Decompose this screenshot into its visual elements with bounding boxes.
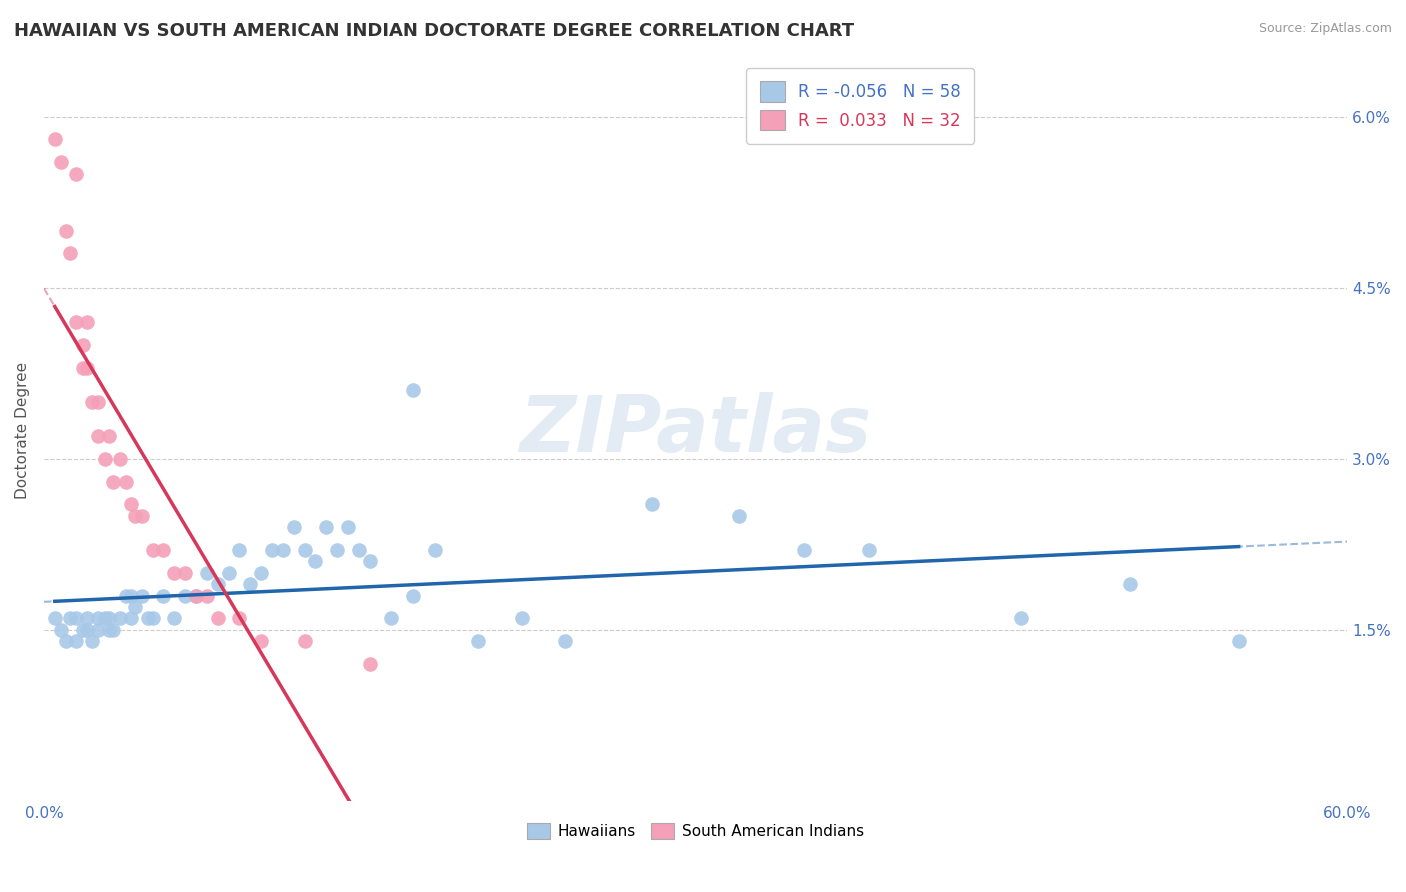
Point — [65, 611, 87, 625]
Point — [87, 611, 110, 625]
Point — [44, 611, 66, 625]
Point — [76, 623, 98, 637]
Point — [87, 429, 110, 443]
Point — [195, 566, 218, 580]
Point — [141, 611, 163, 625]
Point — [108, 451, 131, 466]
Point — [120, 611, 142, 625]
Point — [218, 566, 240, 580]
Point — [250, 634, 273, 648]
Point — [120, 589, 142, 603]
Point — [124, 600, 146, 615]
Point — [174, 566, 197, 580]
Point — [423, 543, 446, 558]
Point — [793, 543, 815, 558]
Point — [80, 634, 103, 648]
Point — [65, 315, 87, 329]
Point — [250, 566, 273, 580]
Point — [1010, 611, 1032, 625]
Point — [136, 611, 159, 625]
Point — [55, 634, 77, 648]
Point — [87, 623, 110, 637]
Point — [641, 497, 664, 511]
Point — [120, 497, 142, 511]
Point — [115, 475, 138, 489]
Point — [55, 224, 77, 238]
Point — [294, 634, 316, 648]
Point — [239, 577, 262, 591]
Point — [51, 623, 73, 637]
Point — [65, 167, 87, 181]
Point — [337, 520, 360, 534]
Point — [228, 611, 250, 625]
Point — [76, 611, 98, 625]
Point — [184, 589, 207, 603]
Point — [380, 611, 402, 625]
Point — [195, 589, 218, 603]
Point — [98, 429, 121, 443]
Point — [93, 611, 115, 625]
Point — [163, 611, 186, 625]
Text: Source: ZipAtlas.com: Source: ZipAtlas.com — [1258, 22, 1392, 36]
Point — [103, 623, 125, 637]
Legend: Hawaiians, South American Indians: Hawaiians, South American Indians — [522, 817, 870, 845]
Point — [304, 554, 326, 568]
Point — [141, 543, 163, 558]
Point — [402, 384, 425, 398]
Point — [87, 394, 110, 409]
Point — [152, 543, 174, 558]
Point — [131, 508, 153, 523]
Point — [124, 508, 146, 523]
Point — [1227, 634, 1250, 648]
Point — [228, 543, 250, 558]
Point — [98, 623, 121, 637]
Text: HAWAIIAN VS SOUTH AMERICAN INDIAN DOCTORATE DEGREE CORRELATION CHART: HAWAIIAN VS SOUTH AMERICAN INDIAN DOCTOR… — [14, 22, 855, 40]
Point — [44, 132, 66, 146]
Point — [98, 611, 121, 625]
Point — [174, 589, 197, 603]
Point — [283, 520, 305, 534]
Point — [76, 360, 98, 375]
Point — [131, 589, 153, 603]
Point — [359, 554, 381, 568]
Point — [467, 634, 489, 648]
Text: ZIPatlas: ZIPatlas — [519, 392, 872, 468]
Point — [59, 611, 82, 625]
Point — [184, 589, 207, 603]
Y-axis label: Doctorate Degree: Doctorate Degree — [15, 361, 30, 499]
Point — [72, 337, 94, 351]
Point — [80, 394, 103, 409]
Point — [260, 543, 283, 558]
Point — [207, 577, 229, 591]
Point — [347, 543, 370, 558]
Point — [72, 360, 94, 375]
Point — [402, 589, 425, 603]
Point — [294, 543, 316, 558]
Point — [858, 543, 880, 558]
Point — [315, 520, 337, 534]
Point — [76, 315, 98, 329]
Point — [207, 611, 229, 625]
Point — [51, 155, 73, 169]
Point — [59, 246, 82, 260]
Point — [115, 589, 138, 603]
Point — [163, 566, 186, 580]
Point — [510, 611, 533, 625]
Point — [108, 611, 131, 625]
Point — [93, 451, 115, 466]
Point — [103, 475, 125, 489]
Point — [65, 634, 87, 648]
Point — [554, 634, 576, 648]
Point — [359, 657, 381, 671]
Point — [326, 543, 349, 558]
Point — [72, 623, 94, 637]
Point — [152, 589, 174, 603]
Point — [271, 543, 294, 558]
Point — [1119, 577, 1142, 591]
Point — [728, 508, 751, 523]
